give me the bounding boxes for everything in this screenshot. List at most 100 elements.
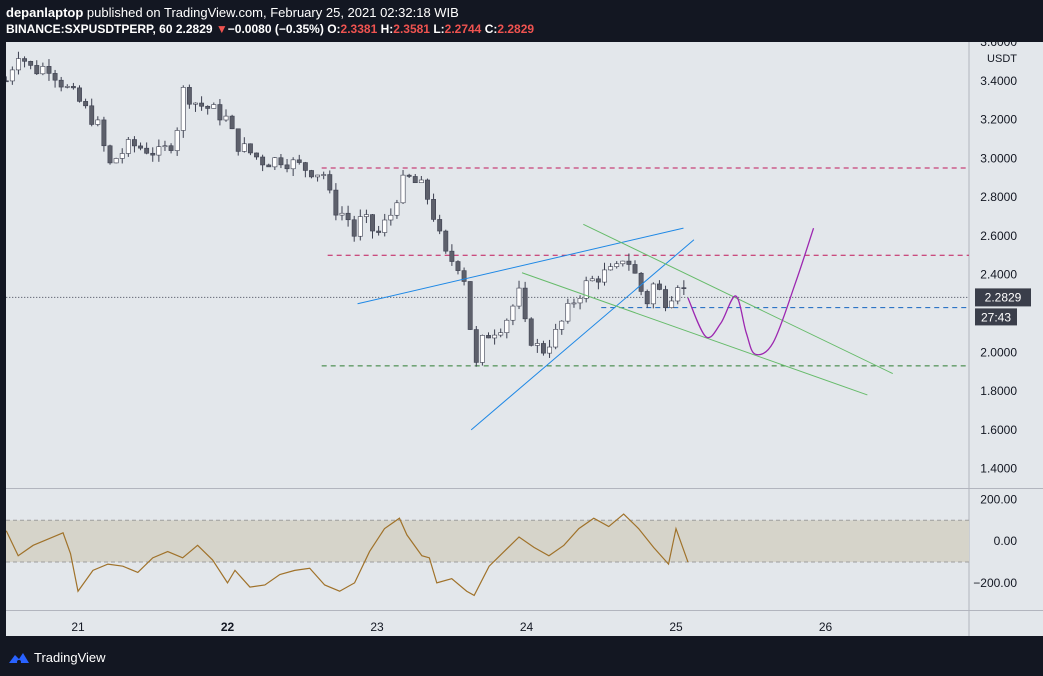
candle-body[interactable] [461,270,467,282]
candle-body[interactable] [309,170,314,178]
candle-body[interactable] [138,145,143,149]
candle-body[interactable] [394,202,400,216]
candle-body[interactable] [22,58,27,62]
candle-body[interactable] [284,164,290,170]
candle-body[interactable] [455,261,461,271]
candle-body[interactable] [382,219,388,233]
candle-body[interactable] [656,283,662,290]
candle-body[interactable] [34,65,40,75]
candle-body[interactable] [363,214,369,217]
candle-body[interactable] [211,104,217,109]
candle-body[interactable] [83,101,89,107]
candle-body[interactable] [119,153,125,159]
candle-body[interactable] [595,278,601,283]
candle-body[interactable] [528,318,534,346]
candle-body[interactable] [449,250,455,262]
candle-body[interactable] [400,174,406,204]
candle-body[interactable] [467,281,473,330]
candle-body[interactable] [272,157,278,168]
candle-body[interactable] [266,164,272,168]
candle-body[interactable] [473,329,479,363]
candle-body[interactable] [16,58,21,71]
candle-body[interactable] [229,115,235,130]
candle-body[interactable] [315,174,321,178]
candle-body[interactable] [278,157,284,166]
candle-body[interactable] [260,156,266,166]
candle-body[interactable] [638,272,644,292]
candle-body[interactable] [217,104,223,121]
candle-body[interactable] [101,119,107,147]
candle-body[interactable] [620,260,626,265]
candle-body[interactable] [345,212,351,221]
candle-body[interactable] [162,145,168,148]
candle-body[interactable] [186,87,192,105]
candle-body[interactable] [516,287,522,307]
candle-body[interactable] [174,130,180,151]
candle-body[interactable] [339,212,345,216]
projection-curve[interactable] [687,227,815,356]
candle-body[interactable] [589,278,595,282]
candle-body[interactable] [333,189,339,216]
candle-body[interactable] [498,332,504,336]
candle-body[interactable] [89,105,95,125]
candle-body[interactable] [247,143,253,154]
candle-body[interactable] [370,214,375,232]
candle-body[interactable] [95,119,101,125]
candle-body[interactable] [180,87,186,131]
candle-body[interactable] [302,162,308,171]
candle-body[interactable] [107,145,113,164]
candle-body[interactable] [9,69,15,82]
candle-body[interactable] [541,343,546,354]
candle-body[interactable] [296,159,302,163]
chart-svg[interactable]: 3.6000 3.4000 3.2000 3.0000 2.8000 2.6000 2.40… [6,42,1043,636]
candle-body[interactable] [77,87,82,102]
candle-body[interactable] [241,143,247,152]
candle-body[interactable] [193,102,198,105]
candle-body[interactable] [425,179,430,200]
candle-body[interactable] [125,139,131,154]
candle-body[interactable] [644,291,650,305]
candle-body[interactable] [510,305,516,321]
trendline[interactable] [357,227,684,305]
last-price-tag[interactable] [975,288,1031,307]
trendline[interactable] [470,239,695,431]
candle-body[interactable] [443,230,449,252]
candle-body[interactable] [486,335,491,339]
candle-body[interactable] [431,199,436,220]
candle-body[interactable] [412,176,418,184]
candle-body[interactable] [351,219,357,237]
candle-body[interactable] [156,146,162,156]
plot-background[interactable] [6,42,969,610]
candle-body[interactable] [46,66,52,74]
candle-body[interactable] [327,174,333,191]
candle-body[interactable] [602,269,607,283]
candle-body[interactable] [626,260,632,265]
candle-body[interactable] [559,320,565,330]
candle-body[interactable] [70,86,76,89]
candle-body[interactable] [663,289,668,308]
candle-body[interactable] [28,61,34,66]
candle-body[interactable] [321,174,327,176]
candle-body[interactable] [131,139,137,147]
candle-body[interactable] [632,264,638,274]
candle-body[interactable] [6,80,9,83]
candle-body[interactable] [199,102,205,107]
candle-body[interactable] [583,280,589,299]
candle-body[interactable] [144,147,150,154]
candle-body[interactable] [64,86,70,88]
candle-body[interactable] [522,287,528,320]
candle-body[interactable] [388,214,394,221]
candle-body[interactable] [40,66,46,75]
candle-body[interactable] [254,152,259,158]
candle-body[interactable] [437,219,443,232]
candle-body[interactable] [571,302,577,305]
candle-body[interactable] [150,152,156,156]
candle-body[interactable] [547,346,552,354]
candle-body[interactable] [223,115,229,121]
candle-body[interactable] [376,230,382,233]
candle-body[interactable] [113,158,119,164]
cci-line[interactable] [6,513,689,597]
candle-body[interactable] [58,79,64,88]
symbol-label[interactable]: BINANCE:SXPUSDTPERP, 60 [6,22,173,36]
candle-body[interactable] [669,300,675,308]
